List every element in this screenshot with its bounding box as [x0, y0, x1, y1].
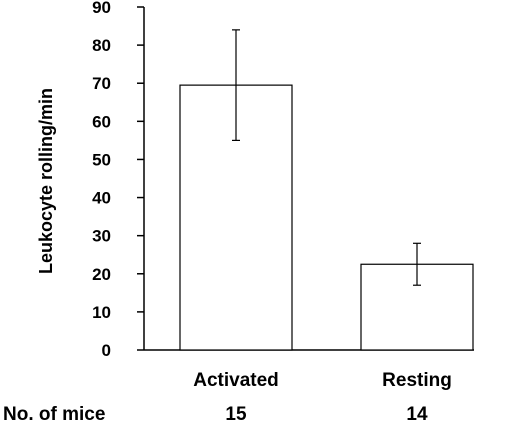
- y-tick-label: 60: [92, 112, 111, 131]
- category-label-activated: Activated: [193, 370, 279, 391]
- y-tick-label: 0: [102, 341, 111, 360]
- y-tick-label: 40: [92, 189, 111, 208]
- bars: [179, 84, 474, 351]
- y-tick-label: 10: [92, 303, 111, 322]
- category-label-resting: Resting: [382, 370, 452, 391]
- y-tick-label: 30: [92, 227, 111, 246]
- y-tick-label: 50: [92, 150, 111, 169]
- y-tick-label: 70: [92, 74, 111, 93]
- mice-count-activated: 15: [225, 404, 247, 425]
- error-bars: [232, 29, 421, 286]
- category-labels: Activated Resting: [193, 370, 452, 391]
- y-tick-label: 90: [92, 0, 111, 17]
- mice-count-label: No. of mice: [3, 404, 105, 425]
- y-axis-label: Leukocyte rolling/min: [36, 88, 56, 274]
- y-axis: 0 10 20 30 40 50 60 70 80 90: [92, 0, 145, 360]
- mice-count-resting: 14: [406, 404, 428, 425]
- y-tick-label: 80: [92, 36, 111, 55]
- y-tick-label: 20: [92, 265, 111, 284]
